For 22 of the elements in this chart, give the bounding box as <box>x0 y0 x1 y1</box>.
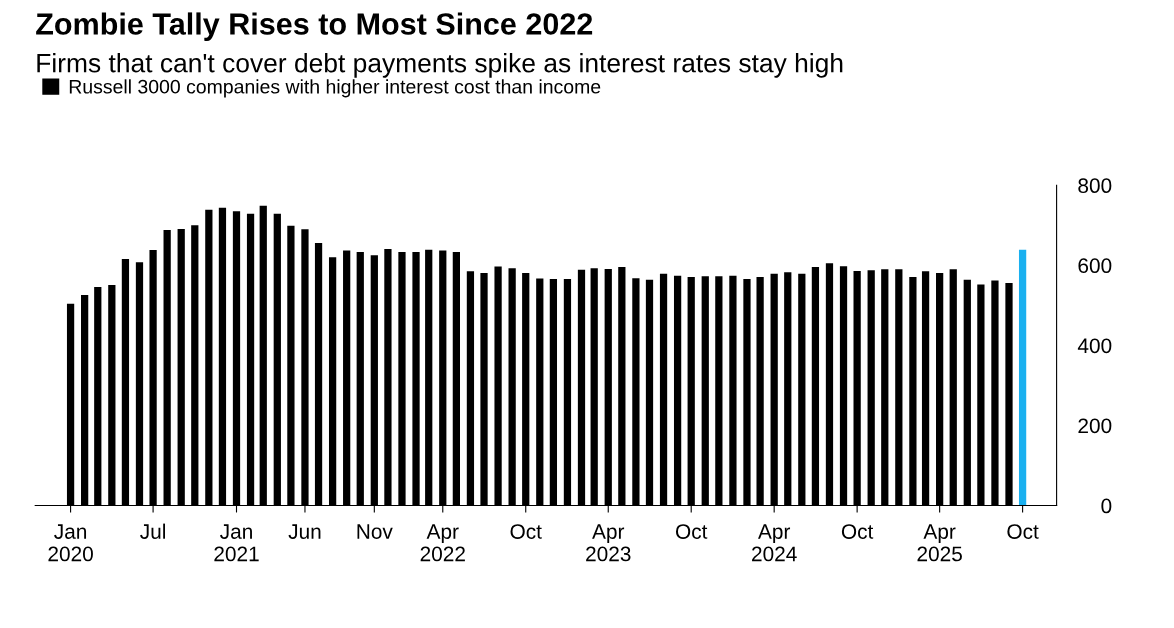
x-tick-label: Jul <box>140 523 166 539</box>
x-tick-label: Jan 2021 <box>214 524 259 562</box>
y-tick-label: 800 <box>1078 178 1112 194</box>
chart-subtitle: Firms that can't cover debt payments spike as interest rates stay high <box>37 53 843 78</box>
x-tick-label: Nov <box>357 524 393 539</box>
x-tick-label: Apr 2024 <box>752 524 797 562</box>
y-tick-label: 200 <box>1078 418 1112 434</box>
x-tick-label: Apr 2022 <box>420 524 465 562</box>
bar <box>1018 249 1027 506</box>
x-tick-label: Apr 2023 <box>586 524 631 562</box>
x-tick-label: Oct <box>841 524 874 539</box>
x-tick-label: Oct <box>675 524 708 539</box>
y-tick-label: 600 <box>1078 258 1112 274</box>
y-tick-label: 400 <box>1077 338 1112 354</box>
x-tick-label: Jan 2020 <box>48 524 93 562</box>
legend-label: Russell 3000 companies with higher interest cost than income <box>69 79 601 98</box>
x-tick-label: Apr 2025 <box>917 524 962 562</box>
y-tick-label: 0 <box>1101 498 1112 514</box>
x-tick-label: Oct <box>1007 524 1039 539</box>
chart-title: Zombie Tally Rises to Most Since 2022 <box>36 12 593 41</box>
x-tick-label: Oct <box>510 524 542 539</box>
x-tick-label: Jun <box>288 524 321 539</box>
